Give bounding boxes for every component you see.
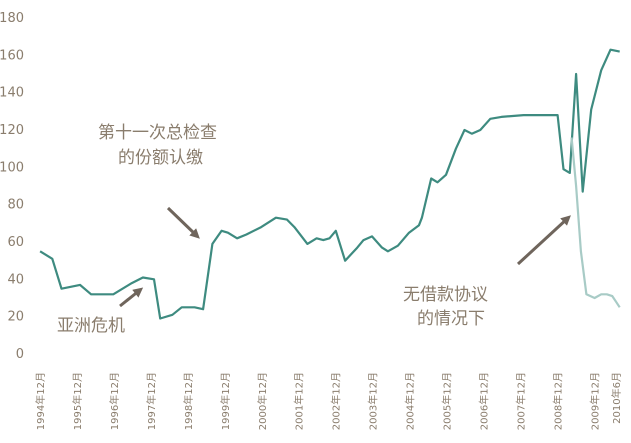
x-tick-label: 2007年12月 [515,372,528,430]
y-tick-label: 100 [0,160,24,175]
x-tick-label: 1997年12月 [145,372,158,430]
y-tick-label: 20 [7,310,24,325]
annotation-arrow [166,206,200,239]
annotation-text: 亚洲危机 [57,316,125,336]
y-tick-label: 160 [0,48,24,63]
series-line-2 [570,137,621,308]
annotation-text: 无借款协议 [403,285,488,305]
annotation-text: 的份额认缴 [118,148,203,168]
plot-area [39,48,621,320]
x-axis: 1994年12月 1995年12月 1996年12月 1997年12月 1998年12月… [34,372,623,430]
y-tick-label: 60 [7,235,24,250]
y-tick-label: 180 [0,11,24,26]
x-tick-label: 1999年12月 [219,372,232,430]
annotation-arrow [119,287,144,308]
x-tick-label: 2002年12月 [330,372,343,430]
x-tick-label: 1995年12月 [71,372,84,430]
series-line-1 [39,48,620,320]
x-tick-label: 2006年12月 [478,372,491,430]
x-tick-label: 1998年12月 [182,372,195,430]
y-tick-label: 120 [0,123,24,138]
annotation-text: 的情况下 [417,309,485,329]
annotation-text: 第十一次总检查 [98,123,217,143]
x-tick-label: 1994年12月 [34,372,47,430]
y-tick-label: 0 [16,347,24,362]
y-tick-label: 80 [7,198,24,213]
x-tick-label: 1996年12月 [108,372,121,430]
y-axis: 0 20 40 60 80 100 120 140 160 180 [0,11,24,362]
y-tick-label: 140 [0,86,24,101]
y-tick-label: 40 [7,272,24,287]
annotation-arrow [516,215,571,266]
x-tick-label: 2009年12月 [588,372,601,430]
x-tick-label: 2004年12月 [404,372,417,430]
x-tick-label: 2008年12月 [551,372,564,430]
x-tick-label: 2010年6月 [610,372,623,424]
x-tick-label: 2005年12月 [441,372,454,430]
x-tick-label: 2003年12月 [367,372,380,430]
x-tick-label: 2000年12月 [256,372,269,430]
x-tick-label: 2001年12月 [293,372,306,430]
